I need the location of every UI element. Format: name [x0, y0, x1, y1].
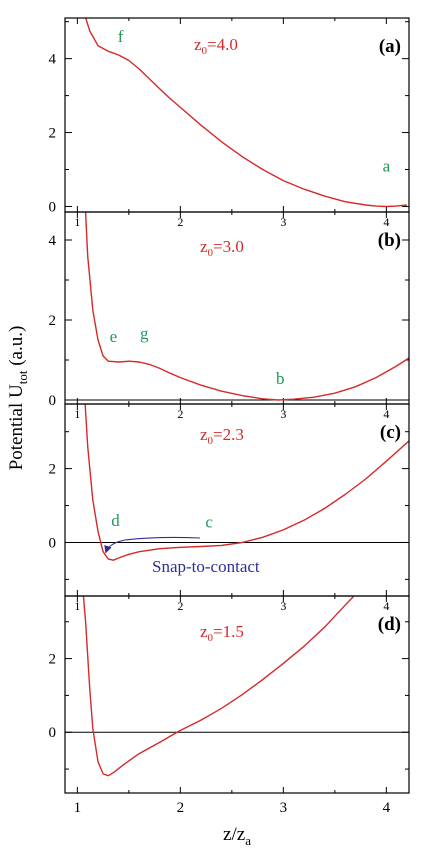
x-tick-label-inner: 3	[280, 599, 286, 613]
x-tick-label-inner: 3	[280, 215, 286, 229]
x-tick-label-inner: 1	[74, 215, 80, 229]
x-tick-label-inner: 1	[74, 599, 80, 613]
x-tick-label: 1	[74, 800, 82, 816]
point-label-c: c	[205, 513, 213, 532]
potential-curve	[84, 212, 409, 401]
potential-curve	[82, 596, 355, 777]
panel-label: (b)	[378, 230, 401, 251]
x-tick-label-inner: 2	[177, 215, 183, 229]
panel-3: 0 2 1 2 3 4(c) z0=2.3 d c Snap-to-contact	[49, 403, 410, 597]
panel-label: (c)	[380, 422, 401, 443]
y-tick-label: 0	[49, 393, 57, 409]
y-tick-label: 2	[49, 126, 57, 142]
x-tick-label-inner: 2	[177, 599, 183, 613]
x-tick-label: 3	[280, 800, 288, 816]
y-tick-label: 2	[49, 462, 57, 478]
y-tick-label: 2	[49, 652, 57, 668]
panel-label: (d)	[378, 614, 401, 635]
point-label-b: b	[276, 369, 285, 388]
x-tick-label-inner: 2	[177, 407, 183, 421]
point-label-a: a	[383, 156, 391, 175]
snap-arrow	[104, 536, 201, 554]
x-tick-label-inner: 4	[383, 599, 389, 613]
y-tick-label: 2	[49, 313, 57, 329]
y-tick-label: 0	[49, 199, 57, 215]
x-tick-label: 4	[383, 800, 391, 816]
y-tick-label: 0	[49, 535, 57, 551]
x-tick-label: 2	[177, 800, 185, 816]
panel-frame	[64, 595, 410, 794]
panel-1: 0 2 4 (a) z0=4.0 f a	[49, 17, 410, 215]
x-tick-label-inner: 4	[383, 215, 389, 229]
snap-to-contact-label: Snap-to-contact	[152, 557, 260, 576]
point-label-f: f	[118, 27, 124, 46]
y-tick-label: 4	[49, 233, 57, 249]
z0-label: z0=2.3	[200, 425, 244, 447]
potential-curve	[85, 18, 407, 208]
y-tick-label: 0	[49, 725, 57, 741]
x-tick-label-inner: 3	[280, 407, 286, 421]
x-tick-label-inner: 1	[74, 407, 80, 421]
z0-label: z0=3.0	[200, 237, 244, 259]
panel-label: (a)	[379, 36, 401, 57]
point-label-d: d	[111, 511, 120, 530]
y-axis-title: Potential Utot (a.u.)	[6, 326, 30, 471]
point-label-e: e	[110, 327, 118, 346]
x-axis-title: z/za	[223, 824, 251, 848]
z0-label: z0=1.5	[200, 622, 244, 644]
y-tick-label: 4	[49, 52, 57, 68]
panel-4: 021 2 3 41 2 3 4(d)z0=1.5	[49, 595, 410, 816]
potential-curve	[84, 404, 409, 561]
z0-label: z0=4.0	[194, 35, 238, 57]
x-tick-label-inner: 4	[383, 407, 389, 421]
point-label-g: g	[140, 324, 149, 343]
